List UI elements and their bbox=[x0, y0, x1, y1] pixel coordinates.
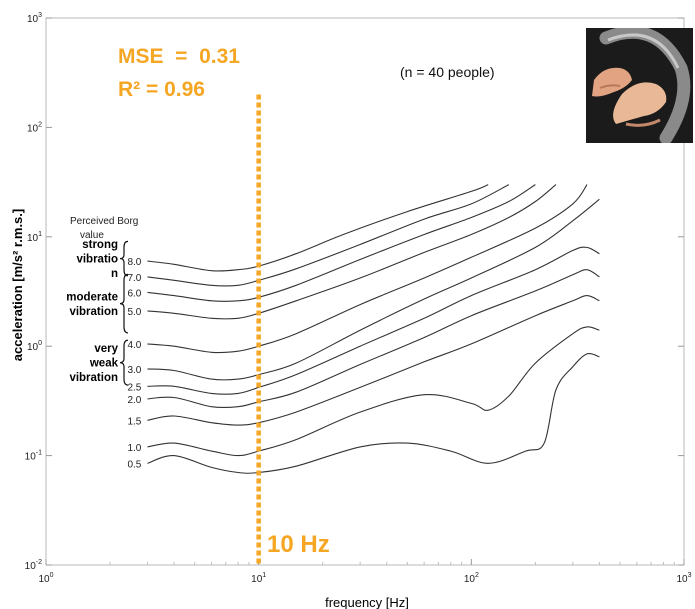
r2-stat: R² = 0.96 bbox=[118, 78, 205, 101]
series-label: 1.0 bbox=[127, 443, 141, 454]
series-line-1.0 bbox=[147, 326, 600, 457]
x-tick-label: 103 bbox=[676, 572, 691, 585]
series-line-7.0 bbox=[147, 184, 510, 287]
series-label: 2.0 bbox=[127, 395, 141, 406]
y-tick-label: 103 bbox=[27, 12, 42, 25]
series-line-2.5 bbox=[147, 246, 600, 395]
marker-line-label: 10 Hz bbox=[267, 531, 330, 558]
series-label: 0.5 bbox=[127, 459, 141, 470]
group-bracket bbox=[119, 240, 129, 277]
population-note: (n = 40 people) bbox=[400, 64, 495, 80]
series-line-6.0 bbox=[147, 184, 536, 302]
steering-wheel-icon bbox=[586, 28, 693, 143]
series-line-8.0 bbox=[147, 184, 489, 272]
series-labels: 8.0 7.0 6.0 5.0 4.0 3.0 2.5 2.0 1.5 1.0 0.5 bbox=[127, 257, 141, 470]
series-label: 6.0 bbox=[127, 288, 141, 299]
x-axis-label: frequency [Hz] bbox=[325, 595, 409, 609]
series-label: 5.0 bbox=[127, 307, 141, 318]
y-axis-label: acceleration [m/s² r.m.s.] bbox=[10, 209, 25, 361]
group-label-line: n bbox=[111, 268, 118, 280]
group-label-line: strong bbox=[82, 239, 118, 251]
series-line-1.5 bbox=[147, 295, 600, 426]
y-tick-label: 101 bbox=[27, 231, 42, 244]
y-tick-label: 10-1 bbox=[25, 450, 42, 463]
series-lines bbox=[147, 184, 600, 474]
legend-title-line-2: value bbox=[80, 230, 104, 241]
x-tick-label: 102 bbox=[464, 572, 479, 585]
group-labels: strongvibrationmoderatevibrationveryweak… bbox=[66, 239, 129, 386]
group-label-line: vibratio bbox=[76, 254, 118, 266]
group-label-line: vibration bbox=[69, 306, 118, 318]
group-bracket bbox=[119, 273, 129, 334]
series-label: 2.5 bbox=[127, 382, 141, 393]
legend-title-line-1: Perceived Borg bbox=[70, 216, 138, 227]
series-line-0.5 bbox=[147, 352, 600, 474]
hands-on-steering-wheel-photo bbox=[586, 28, 693, 143]
series-line-5.0 bbox=[147, 184, 557, 320]
series-label: 7.0 bbox=[127, 273, 141, 284]
y-tick-label: 102 bbox=[27, 121, 42, 134]
x-tick-label: 100 bbox=[38, 572, 53, 585]
series-line-3.0 bbox=[147, 198, 600, 381]
group-label-line: weak bbox=[89, 358, 119, 370]
mse-stat: MSE = 0.31 bbox=[118, 45, 240, 68]
series-line-4.0 bbox=[147, 184, 588, 354]
series-label: 4.0 bbox=[127, 340, 141, 351]
plot-frame bbox=[45, 17, 685, 566]
y-tick-label: 10-2 bbox=[25, 559, 42, 572]
group-label-line: very bbox=[94, 343, 118, 355]
y-tick-label: 100 bbox=[27, 340, 42, 353]
series-label: 8.0 bbox=[127, 257, 141, 268]
group-label-line: moderate bbox=[66, 291, 118, 303]
series-label: 3.0 bbox=[127, 365, 141, 376]
group-label-line: vibration bbox=[69, 372, 118, 384]
series-line-2.0 bbox=[147, 269, 600, 409]
series-label: 1.5 bbox=[127, 416, 141, 427]
x-tick-label: 101 bbox=[251, 572, 266, 585]
group-bracket bbox=[119, 339, 129, 386]
